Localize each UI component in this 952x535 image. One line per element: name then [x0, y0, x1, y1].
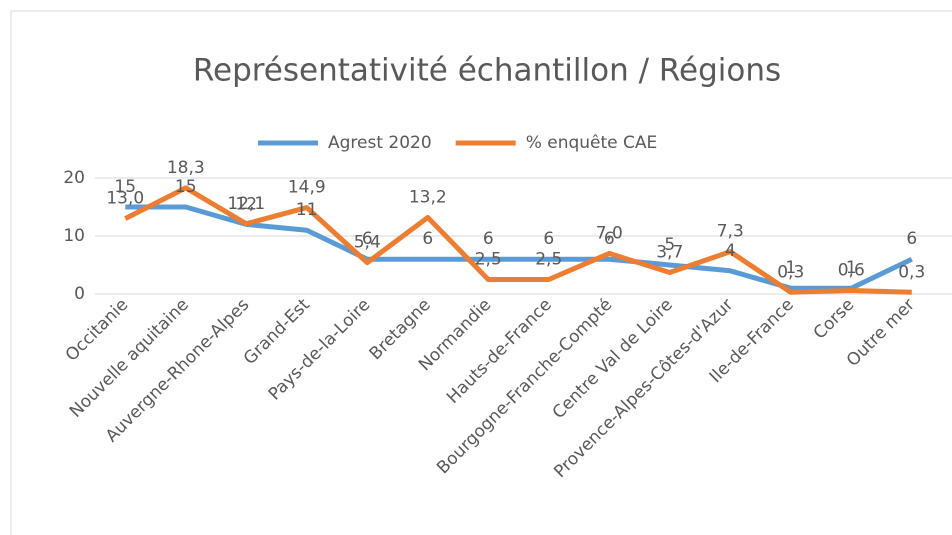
data-label: 5,4	[354, 233, 381, 253]
data-label: 6	[362, 229, 373, 249]
data-label: 4	[725, 241, 736, 261]
data-label: 1	[785, 258, 796, 278]
data-label: 6	[543, 229, 554, 249]
data-label: 15	[175, 177, 197, 197]
data-label: 6	[906, 229, 917, 249]
y-tick-label: 20	[63, 168, 85, 188]
data-label: 15	[114, 177, 136, 197]
data-label: 7,0	[596, 223, 623, 243]
data-label: 11	[296, 200, 318, 220]
data-label: 14,9	[288, 178, 326, 198]
data-label: 2,5	[535, 250, 562, 270]
legend-label: Agrest 2020	[328, 133, 432, 153]
data-label: 0,6	[838, 261, 865, 281]
data-label: 18,3	[167, 158, 205, 178]
data-label: 2,5	[475, 250, 502, 270]
data-label: 1	[846, 258, 857, 278]
data-label: 6	[604, 229, 615, 249]
data-label: 6	[483, 229, 494, 249]
series-line	[124, 185, 912, 295]
data-label: 6	[422, 229, 433, 249]
data-label: 0,3	[777, 262, 804, 282]
data-label: 0,3	[898, 262, 925, 282]
data-label: 12	[235, 194, 257, 214]
data-label: 13,0	[106, 189, 144, 209]
data-label: 7,3	[717, 222, 744, 242]
y-tick-label: 0	[74, 284, 85, 304]
data-label: 12,1	[227, 194, 265, 214]
data-label: 13,2	[409, 187, 447, 207]
data-label: 3,7	[656, 243, 683, 263]
legend-label: % enquête CAE	[526, 133, 658, 153]
data-label: 5	[664, 235, 675, 255]
chart-title: Représentativité échantillon / Régions	[193, 53, 781, 89]
y-tick-label: 10	[63, 226, 85, 246]
